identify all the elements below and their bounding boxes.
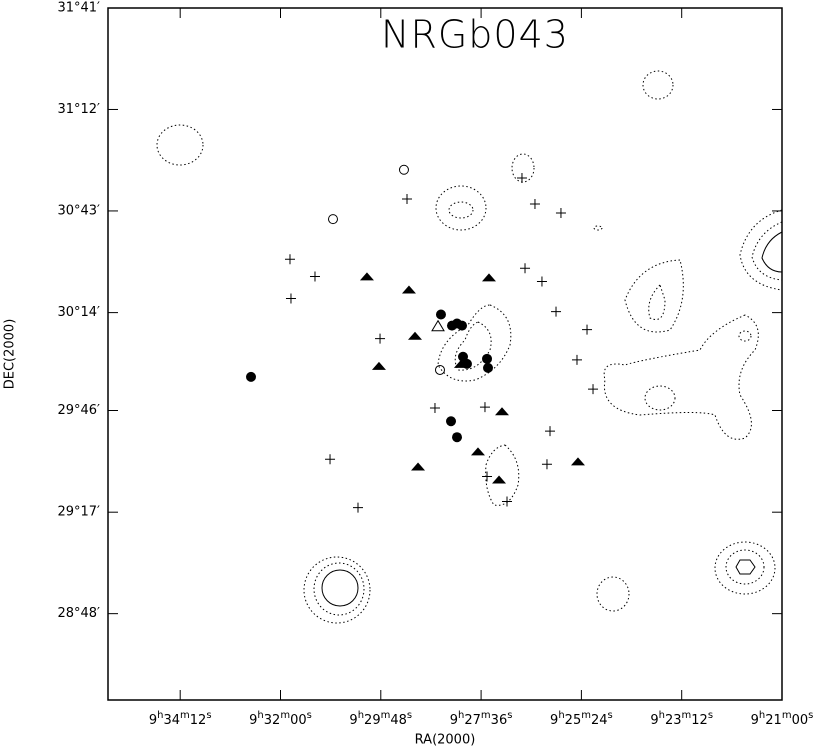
contour bbox=[648, 284, 666, 320]
contour bbox=[644, 385, 676, 411]
x-tick-label: 9h32m00s bbox=[249, 710, 312, 728]
plus bbox=[375, 333, 386, 344]
filled-circle bbox=[452, 318, 463, 329]
plus bbox=[284, 254, 295, 265]
filled-triangle bbox=[401, 285, 416, 294]
filled-circle bbox=[483, 362, 494, 373]
plus bbox=[429, 402, 440, 413]
y-tick-label: 30°14′ bbox=[57, 305, 100, 320]
contour bbox=[321, 569, 359, 607]
contour bbox=[738, 330, 752, 342]
contour bbox=[448, 201, 474, 219]
contour bbox=[714, 541, 776, 595]
contour bbox=[435, 185, 487, 231]
y-tick-label: 31°41′ bbox=[57, 1, 100, 16]
open-circle bbox=[398, 164, 409, 175]
contour bbox=[761, 231, 783, 273]
filled-circle bbox=[435, 309, 446, 320]
y-tick-label: 31°12′ bbox=[57, 102, 100, 117]
contour bbox=[593, 225, 603, 231]
contour bbox=[156, 124, 204, 166]
plus bbox=[520, 263, 531, 274]
plus bbox=[536, 276, 547, 287]
contour bbox=[735, 559, 756, 575]
filled-triangle bbox=[481, 273, 496, 282]
plus bbox=[551, 306, 562, 317]
plus bbox=[541, 459, 552, 470]
x-tick-label: 9h34m12s bbox=[149, 710, 212, 728]
x-tick-label: 9h29m48s bbox=[349, 710, 412, 728]
contour bbox=[739, 209, 783, 291]
plus bbox=[571, 354, 582, 365]
contour bbox=[624, 259, 684, 333]
x-tick-label: 9h25m24s bbox=[550, 710, 613, 728]
plot-frame bbox=[107, 7, 783, 701]
x-tick-label: 9h21m00s bbox=[751, 710, 814, 728]
plus bbox=[479, 402, 490, 413]
x-tick-label: 9h23m12s bbox=[650, 710, 713, 728]
plus bbox=[309, 271, 320, 282]
x-axis-label: RA(2000) bbox=[415, 733, 476, 748]
plus bbox=[582, 324, 593, 335]
plus bbox=[352, 502, 363, 513]
plus bbox=[502, 496, 513, 507]
filled-triangle bbox=[371, 361, 386, 370]
y-tick-label: 30°43′ bbox=[57, 203, 100, 218]
open-circle bbox=[327, 214, 338, 225]
filled-triangle bbox=[492, 475, 507, 484]
x-tick-label: 9h27m36s bbox=[450, 710, 513, 728]
plus bbox=[516, 172, 527, 183]
contour bbox=[642, 70, 674, 100]
filled-circle bbox=[452, 432, 463, 443]
plus bbox=[482, 471, 493, 482]
open-circle bbox=[434, 364, 445, 375]
filled-triangle bbox=[470, 447, 485, 456]
y-tick-label: 29°17′ bbox=[57, 505, 100, 520]
contour bbox=[511, 153, 535, 183]
plus bbox=[555, 208, 566, 219]
filled-triangle bbox=[411, 462, 426, 471]
y-tick-label: 28°48′ bbox=[57, 606, 100, 621]
filled-circle bbox=[446, 416, 457, 427]
filled-triangle bbox=[453, 359, 468, 368]
plus bbox=[529, 199, 540, 210]
y-tick-label: 29°46′ bbox=[57, 403, 100, 418]
contour bbox=[313, 562, 365, 616]
contours bbox=[156, 70, 783, 624]
filled-circle bbox=[482, 353, 493, 364]
contour bbox=[437, 304, 512, 382]
filled-circle bbox=[246, 371, 257, 382]
contour bbox=[725, 549, 765, 585]
contour bbox=[485, 444, 520, 506]
filled-triangle bbox=[407, 331, 422, 340]
plus bbox=[285, 293, 296, 304]
y-axis-label: DEC(2000) bbox=[3, 319, 18, 390]
contour bbox=[596, 576, 630, 612]
plus bbox=[545, 426, 556, 437]
contour bbox=[603, 314, 759, 440]
contour bbox=[303, 556, 371, 624]
filled-triangle bbox=[494, 407, 509, 416]
open-triangle bbox=[431, 319, 445, 332]
chart-title: NRGb043 bbox=[381, 13, 569, 57]
plus bbox=[402, 193, 413, 204]
filled-triangle bbox=[359, 272, 374, 281]
plus bbox=[325, 454, 336, 465]
plus bbox=[588, 384, 599, 395]
filled-triangle bbox=[570, 457, 585, 466]
